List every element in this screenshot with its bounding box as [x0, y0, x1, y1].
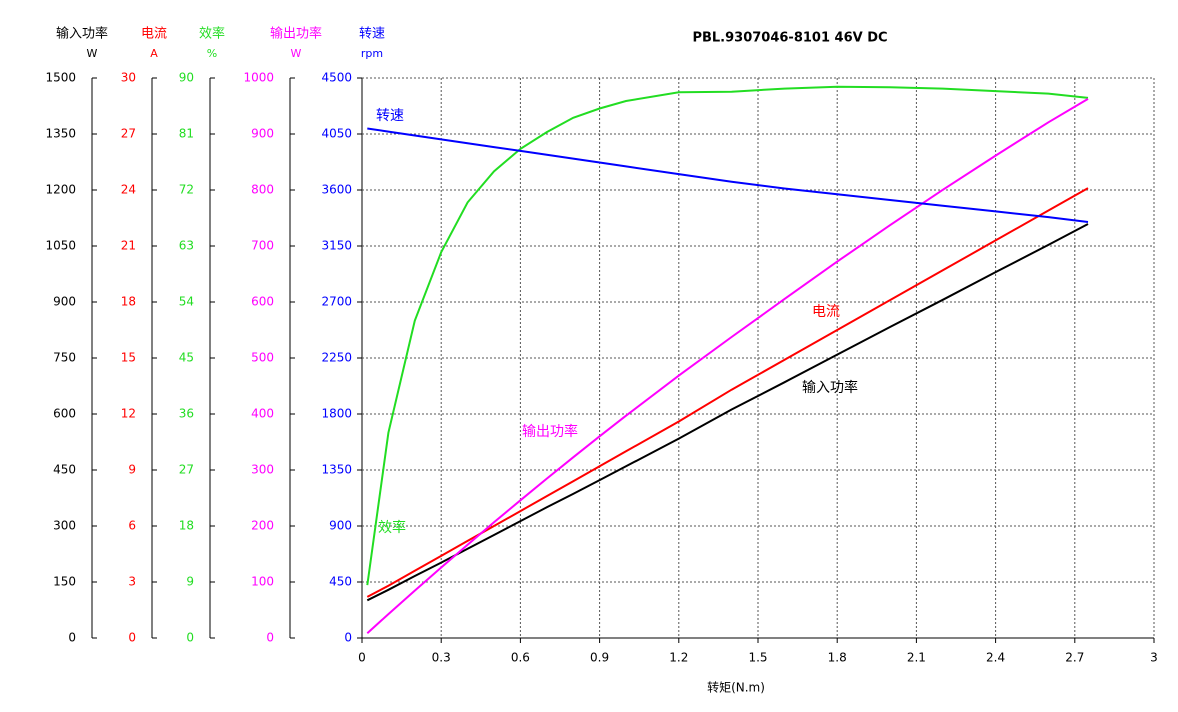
y-tick-label: 200: [251, 519, 274, 533]
y-tick-label: 0: [186, 631, 194, 645]
y-tick-label: 2700: [321, 295, 352, 309]
y-tick-label: 150: [53, 575, 76, 589]
x-tick-label: 1.8: [828, 651, 847, 665]
series-label: 输入功率: [802, 379, 858, 396]
y-tick-label: 0: [266, 631, 274, 645]
series-label: 电流: [812, 304, 840, 320]
series-label: 效率: [378, 519, 406, 536]
x-tick-label: 1.2: [669, 651, 688, 665]
y-tick-label: 1350: [45, 127, 76, 141]
y-tick-label: 45: [179, 351, 194, 365]
y-tick-label: 800: [251, 183, 274, 197]
axis-unit: W: [87, 47, 98, 60]
y-tick-label: 900: [53, 295, 76, 309]
series-line: [366, 85, 1089, 586]
axis-unit: W: [291, 47, 302, 60]
axis-title: 电流: [141, 27, 167, 42]
x-axis-label: 转矩(N.m): [707, 680, 765, 695]
y-tick-label: 81: [179, 127, 194, 141]
x-tick-label: 0: [358, 651, 366, 665]
x-tick-label: 0.6: [511, 651, 530, 665]
y-tick-label: 4050: [321, 127, 352, 141]
y-tick-label: 54: [179, 295, 194, 309]
axis-unit: rpm: [361, 47, 383, 60]
axis-title: 效率: [199, 26, 225, 42]
series-line: [367, 127, 1089, 223]
y-tick-label: 450: [53, 463, 76, 477]
y-tick-label: 0: [344, 631, 352, 645]
y-tick-label: 24: [121, 183, 136, 197]
y-tick-label: 400: [251, 407, 274, 421]
y-tick-label: 3: [128, 575, 136, 589]
axis-title: 输出功率: [270, 26, 322, 42]
y-tick-label: 4500: [321, 71, 352, 85]
x-tick-label: 1.5: [748, 651, 767, 665]
y-tick-label: 18: [179, 519, 194, 533]
y-tick-label: 900: [251, 127, 274, 141]
series-label: 输出功率: [522, 423, 578, 440]
x-tick-label: 0.9: [590, 651, 609, 665]
x-tick-label: 2.7: [1065, 651, 1084, 665]
x-tick-label: 2.1: [907, 651, 926, 665]
series-line: [366, 223, 1089, 602]
series-label: 转速: [376, 108, 404, 124]
y-tick-label: 700: [251, 239, 274, 253]
y-tick-label: 15: [121, 351, 136, 365]
y-tick-label: 900: [329, 519, 352, 533]
y-tick-label: 1500: [45, 71, 76, 85]
y-tick-label: 3150: [321, 239, 352, 253]
axis-unit: A: [150, 47, 158, 60]
y-tick-label: 300: [53, 519, 76, 533]
y-tick-label: 27: [179, 463, 194, 477]
series-line: [366, 187, 1089, 598]
y-tick-label: 300: [251, 463, 274, 477]
y-tick-label: 72: [179, 183, 194, 197]
y-tick-label: 0: [68, 631, 76, 645]
y-tick-label: 750: [53, 351, 76, 365]
y-tick-label: 2250: [321, 351, 352, 365]
y-tick-label: 9: [186, 575, 194, 589]
x-tick-label: 2.4: [986, 651, 1005, 665]
y-tick-label: 90: [179, 71, 194, 85]
axis-title: 输入功率: [56, 26, 108, 42]
y-tick-label: 1350: [321, 463, 352, 477]
y-tick-label: 100: [251, 575, 274, 589]
x-tick-label: 3: [1150, 651, 1158, 665]
y-tick-label: 1000: [243, 71, 274, 85]
y-tick-label: 1050: [45, 239, 76, 253]
series-line: [366, 98, 1089, 634]
y-tick-label: 1200: [45, 183, 76, 197]
y-tick-label: 36: [179, 407, 194, 421]
y-tick-label: 18: [121, 295, 136, 309]
axis-title: 转速: [359, 27, 385, 42]
chart-title: PBL.9307046-8101 46V DC: [692, 31, 887, 46]
y-tick-label: 21: [121, 239, 136, 253]
y-tick-label: 9: [128, 463, 136, 477]
y-tick-label: 12: [121, 407, 136, 421]
y-tick-label: 1800: [321, 407, 352, 421]
y-tick-label: 600: [251, 295, 274, 309]
y-tick-label: 30: [121, 71, 136, 85]
y-tick-label: 27: [121, 127, 136, 141]
y-tick-label: 63: [179, 239, 194, 253]
y-tick-label: 3600: [321, 183, 352, 197]
y-tick-label: 600: [53, 407, 76, 421]
y-tick-label: 450: [329, 575, 352, 589]
y-tick-label: 6: [128, 519, 136, 533]
axis-unit: %: [207, 47, 217, 60]
x-tick-label: 0.3: [432, 651, 451, 665]
y-tick-label: 500: [251, 351, 274, 365]
y-tick-label: 0: [128, 631, 136, 645]
